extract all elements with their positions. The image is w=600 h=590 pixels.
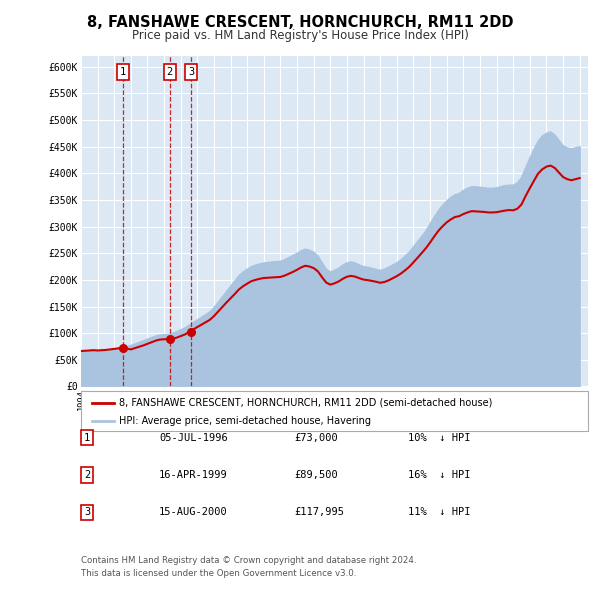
Text: £89,500: £89,500: [294, 470, 338, 480]
Text: 10%  ↓ HPI: 10% ↓ HPI: [408, 433, 470, 442]
Text: 1: 1: [119, 67, 125, 77]
Text: 3: 3: [84, 507, 90, 517]
Text: £73,000: £73,000: [294, 433, 338, 442]
Text: 1: 1: [84, 433, 90, 442]
Text: 8, FANSHAWE CRESCENT, HORNCHURCH, RM11 2DD (semi-detached house): 8, FANSHAWE CRESCENT, HORNCHURCH, RM11 2…: [119, 398, 492, 408]
Text: 8, FANSHAWE CRESCENT, HORNCHURCH, RM11 2DD: 8, FANSHAWE CRESCENT, HORNCHURCH, RM11 2…: [87, 15, 513, 30]
Text: 16%  ↓ HPI: 16% ↓ HPI: [408, 470, 470, 480]
Text: Price paid vs. HM Land Registry's House Price Index (HPI): Price paid vs. HM Land Registry's House …: [131, 30, 469, 42]
Text: 16-APR-1999: 16-APR-1999: [159, 470, 228, 480]
Text: 05-JUL-1996: 05-JUL-1996: [159, 433, 228, 442]
Text: 15-AUG-2000: 15-AUG-2000: [159, 507, 228, 517]
Text: 2: 2: [166, 67, 173, 77]
Text: 11%  ↓ HPI: 11% ↓ HPI: [408, 507, 470, 517]
Text: 3: 3: [188, 67, 194, 77]
Text: This data is licensed under the Open Government Licence v3.0.: This data is licensed under the Open Gov…: [81, 569, 356, 578]
Text: £117,995: £117,995: [294, 507, 344, 517]
Text: HPI: Average price, semi-detached house, Havering: HPI: Average price, semi-detached house,…: [119, 416, 371, 425]
Text: 2: 2: [84, 470, 90, 480]
Text: Contains HM Land Registry data © Crown copyright and database right 2024.: Contains HM Land Registry data © Crown c…: [81, 556, 416, 565]
